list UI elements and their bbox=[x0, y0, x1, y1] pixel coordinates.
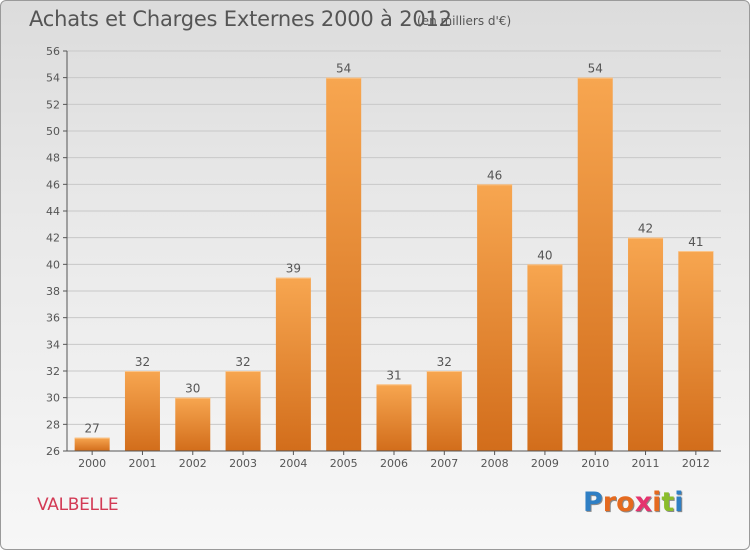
x-tick-label: 2002 bbox=[179, 457, 207, 470]
data-label: 32 bbox=[135, 355, 150, 369]
y-tick-label: 30 bbox=[46, 392, 60, 405]
y-tick-label: 26 bbox=[46, 445, 60, 458]
logo-letter: r bbox=[602, 487, 617, 518]
y-tick-label: 38 bbox=[46, 285, 60, 298]
bar-2004 bbox=[275, 277, 311, 451]
bar-2009 bbox=[527, 264, 563, 451]
data-label: 42 bbox=[638, 222, 653, 236]
chart-unit: (en milliers d'€) bbox=[417, 14, 512, 28]
y-tick-label: 44 bbox=[46, 205, 60, 218]
y-tick-label: 42 bbox=[46, 232, 60, 245]
bar-2000 bbox=[74, 437, 110, 451]
y-tick-label: 52 bbox=[46, 98, 60, 111]
x-tick-label: 2003 bbox=[229, 457, 257, 470]
proxiti-logo: Proxiti bbox=[583, 487, 684, 518]
x-tick-label: 2006 bbox=[380, 457, 408, 470]
data-label: 27 bbox=[85, 422, 100, 436]
data-label: 32 bbox=[235, 355, 250, 369]
data-label: 54 bbox=[336, 62, 351, 76]
logo-letter: x bbox=[634, 487, 653, 518]
bar-2005 bbox=[326, 77, 362, 452]
data-label: 31 bbox=[386, 368, 401, 382]
bars: 27 32 30 32 39 54 31 32 46 40 54 42 41 bbox=[74, 62, 714, 452]
data-label: 32 bbox=[437, 355, 452, 369]
data-label: 39 bbox=[286, 262, 301, 276]
data-label: 40 bbox=[537, 248, 552, 262]
bar-2010 bbox=[577, 77, 613, 452]
data-label: 41 bbox=[688, 235, 703, 249]
bar-2008 bbox=[477, 184, 513, 452]
chart-title: Achats et Charges Externes 2000 à 2012 bbox=[29, 7, 452, 31]
x-tick-label: 2000 bbox=[78, 457, 106, 470]
x-tick-label: 2011 bbox=[632, 457, 660, 470]
logo-letter: i bbox=[652, 487, 662, 518]
y-tick-label: 28 bbox=[46, 418, 60, 431]
axes: 26 28 30 32 34 36 38 40 42 44 46 48 50 52 54 56 2000 2001… bbox=[46, 45, 721, 470]
data-label: 54 bbox=[588, 62, 603, 76]
bar-2003 bbox=[225, 371, 261, 451]
logo-letter: P bbox=[583, 487, 603, 518]
x-tick-label: 2005 bbox=[330, 457, 358, 470]
town-name: VALBELLE bbox=[37, 495, 119, 515]
logo-letter: o bbox=[616, 487, 635, 518]
y-tick-label: 32 bbox=[46, 365, 60, 378]
logo-letter: i bbox=[674, 487, 684, 518]
x-tick-label: 2004 bbox=[279, 457, 307, 470]
bar-2007 bbox=[426, 371, 462, 451]
bar-2002 bbox=[175, 397, 211, 451]
y-tick-label: 46 bbox=[46, 178, 60, 191]
x-tick-label: 2010 bbox=[581, 457, 609, 470]
x-tick-label: 2008 bbox=[481, 457, 509, 470]
bar-2006 bbox=[376, 384, 412, 451]
x-tick-label: 2009 bbox=[531, 457, 559, 470]
bar-2012 bbox=[678, 251, 714, 451]
y-tick-label: 36 bbox=[46, 312, 60, 325]
y-tick-label: 56 bbox=[46, 45, 60, 58]
bar-2011 bbox=[628, 237, 664, 451]
y-tick-label: 50 bbox=[46, 125, 60, 138]
y-tick-label: 48 bbox=[46, 152, 60, 165]
x-tick-label: 2007 bbox=[430, 457, 458, 470]
y-tick-label: 54 bbox=[46, 72, 60, 85]
bar-2001 bbox=[124, 371, 160, 451]
logo-letter: t bbox=[661, 487, 675, 518]
y-tick-label: 34 bbox=[46, 338, 60, 351]
data-label: 46 bbox=[487, 168, 502, 182]
data-label: 30 bbox=[185, 382, 200, 396]
x-tick-label: 2001 bbox=[128, 457, 156, 470]
y-tick-label: 40 bbox=[46, 258, 60, 271]
x-tick-label: 2012 bbox=[682, 457, 710, 470]
